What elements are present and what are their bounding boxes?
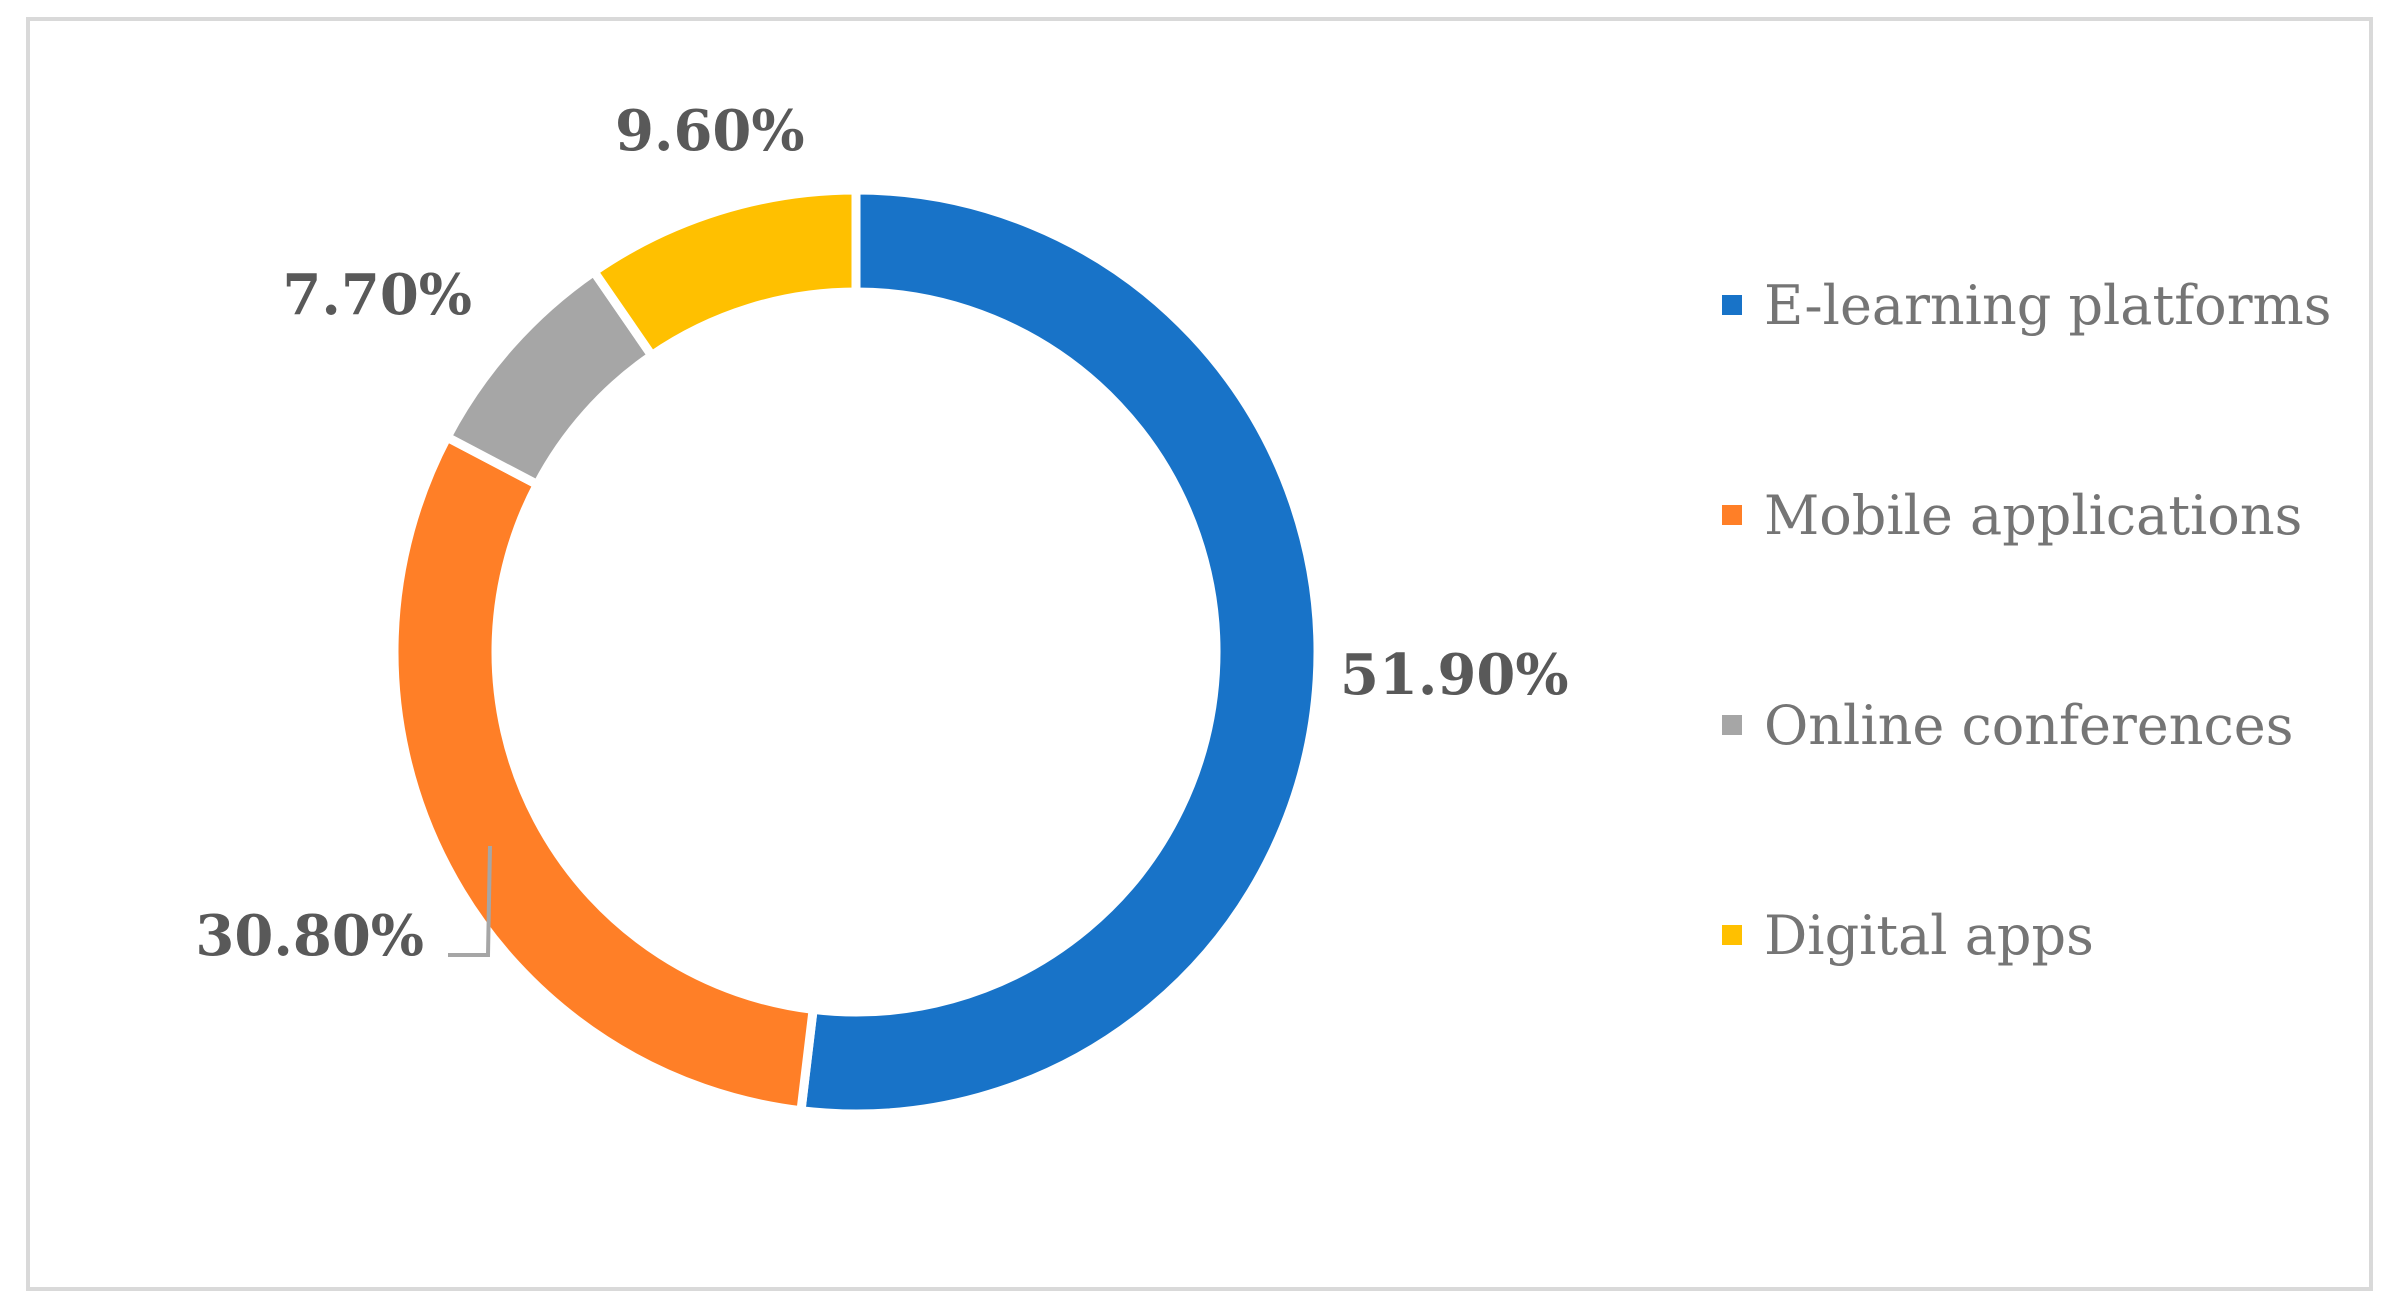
legend-swatch-mobile-applications: [1722, 505, 1742, 525]
data-label-online-conferences: 7.70%: [282, 262, 472, 328]
legend-item-e-learning-platforms: E-learning platforms: [1722, 270, 2331, 340]
legend-label-mobile-applications: Mobile applications: [1764, 483, 2303, 547]
leader-line-mobile-applications: [448, 845, 492, 957]
legend-swatch-e-learning-platforms: [1722, 295, 1742, 315]
slice-e-learning-platforms: [795, 185, 1323, 1119]
legend-label-digital-apps: Digital apps: [1764, 903, 2094, 967]
legend-item-online-conferences: Online conferences: [1722, 690, 2331, 760]
slice-mobile-applications: [389, 431, 819, 1116]
data-label-mobile-applications: 30.80%: [195, 903, 424, 969]
chart-legend: E-learning platforms Mobile applications O…: [1722, 270, 2331, 970]
slice-digital-apps: [587, 185, 861, 362]
data-label-e-learning-platforms: 51.90%: [1340, 642, 1569, 708]
legend-swatch-digital-apps: [1722, 925, 1742, 945]
legend-label-online-conferences: Online conferences: [1764, 693, 2294, 757]
legend-item-mobile-applications: Mobile applications: [1722, 480, 2331, 550]
legend-item-digital-apps: Digital apps: [1722, 900, 2331, 970]
legend-swatch-online-conferences: [1722, 715, 1742, 735]
data-label-digital-apps: 9.60%: [615, 98, 805, 164]
legend-label-e-learning-platforms: E-learning platforms: [1764, 273, 2332, 337]
